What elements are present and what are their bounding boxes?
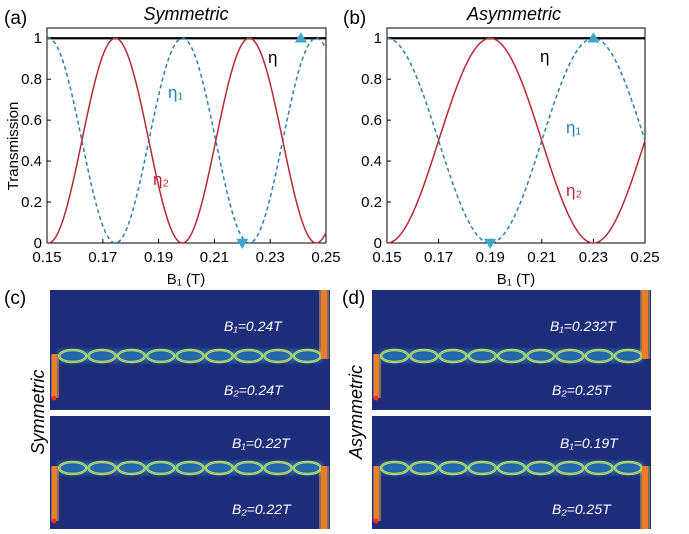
- y-tick-label: 0.2: [361, 194, 382, 211]
- field-frame-d-top: B₁=0.232T B₂=0.25T: [372, 290, 651, 410]
- chart-a-ylabel: Transmission: [5, 102, 22, 191]
- y-tick-label: 0.4: [361, 153, 382, 170]
- chart-b-label-eta2: η₂: [566, 181, 582, 200]
- y-tick-label: 0.6: [21, 112, 42, 129]
- field-label-b1: B₁=0.24T: [224, 318, 283, 334]
- chart-a-label-eta2: η₂: [153, 170, 169, 189]
- x-tick-label: 0.19: [144, 249, 173, 266]
- field-panel-c: (c) Symmetric B₁=0.24T B₂=0.24T B₁=0.22T…: [4, 288, 330, 529]
- x-tick-label: 0.15: [372, 249, 401, 266]
- field-frame-d-bottom: B₁=0.19T B₂=0.25T: [372, 416, 651, 529]
- field-panel-d: (d) Asymmetric B₁=0.232T B₂=0.25T B₁=0.1…: [342, 288, 651, 529]
- field-frame-c-top: B₁=0.24T B₂=0.24T: [50, 290, 330, 410]
- marker-triangle-down: [484, 238, 497, 249]
- y-tick-label: 0.2: [21, 194, 42, 211]
- series-line-eta2: [386, 37, 646, 244]
- field-panel-c-side-label: Symmetric: [28, 370, 48, 455]
- chart-b-label-eta: η: [540, 47, 549, 66]
- chart-b: (b) Asymmetric 0.15 0.17 0.19 0.21 0.23 0.250…: [343, 4, 660, 288]
- chart-a-xlabel: B₁ (T): [167, 271, 205, 288]
- panel-letter-d: (d): [342, 288, 365, 309]
- chart-a-series: [46, 37, 327, 244]
- field-label-b2: B₂=0.25T: [552, 382, 612, 398]
- field-label-b2: B₂=0.25T: [552, 501, 612, 517]
- y-tick-label: 0: [34, 235, 42, 252]
- chart-b-label-eta1: η₁: [566, 118, 581, 137]
- x-tick-label: 0.19: [476, 249, 505, 266]
- x-tick-label: 0.21: [527, 249, 556, 266]
- field-panel-d-side-label: Asymmetric: [346, 365, 366, 460]
- chart-b-ticks: 0.15 0.17 0.19 0.21 0.23 0.25 0 0.2 0.4 0.6 0.8 1: [361, 30, 659, 266]
- y-tick-label: 0.8: [361, 71, 382, 88]
- marker-triangle-up: [587, 32, 600, 43]
- field-label-b1: B₁=0.22T: [232, 435, 291, 451]
- x-tick-label: 0.17: [88, 249, 117, 266]
- y-tick-label: 0.8: [21, 71, 42, 88]
- y-tick-label: 1: [34, 30, 42, 47]
- marker-triangle-up: [294, 32, 307, 43]
- chart-a-label-eta: η: [268, 48, 277, 67]
- y-tick-label: 0.6: [361, 112, 382, 129]
- y-tick-label: 1: [374, 30, 382, 47]
- x-tick-label: 0.23: [256, 249, 285, 266]
- chart-a: (a) Symmetric Transmission 0.15 0.17 0.19 0…: [4, 4, 341, 288]
- y-tick-label: 0: [374, 235, 382, 252]
- chart-a-title: Symmetric: [144, 4, 229, 24]
- panel-letter-c: (c): [4, 288, 26, 309]
- series-line-eta2: [46, 37, 327, 244]
- x-tick-label: 0.23: [579, 249, 608, 266]
- chart-a-ticks: 0.15 0.17 0.19 0.21 0.23 0.25 0 0.2 0.4 0.6 0.8 1: [21, 30, 340, 266]
- x-tick-label: 0.21: [200, 249, 229, 266]
- chart-a-markers: [236, 32, 307, 249]
- y-tick-label: 0.4: [21, 153, 42, 170]
- panel-letter-a: (a): [4, 8, 27, 29]
- chart-a-label-eta1: η₁: [168, 83, 183, 102]
- field-label-b1: B₁=0.19T: [560, 435, 619, 451]
- chart-b-plot-area: [386, 27, 646, 244]
- x-tick-label: 0.25: [311, 249, 340, 266]
- chart-b-xlabel: B₁ (T): [497, 271, 535, 288]
- x-tick-label: 0.17: [424, 249, 453, 266]
- x-tick-label: 0.15: [32, 249, 61, 266]
- field-label-b2: B₂=0.24T: [224, 382, 284, 398]
- chart-b-markers: [484, 32, 600, 249]
- chart-b-series: [386, 37, 646, 244]
- panel-letter-b: (b): [343, 8, 366, 29]
- marker-triangle-down: [236, 238, 249, 249]
- x-tick-label: 0.25: [630, 249, 659, 266]
- chart-a-plot-area: [46, 27, 327, 244]
- field-label-b1: B₁=0.232T: [550, 318, 617, 334]
- field-frame-c-bottom: B₁=0.22T B₂=0.22T: [50, 416, 330, 529]
- field-label-b2: B₂=0.22T: [232, 501, 292, 517]
- chart-b-title: Asymmetric: [466, 4, 561, 24]
